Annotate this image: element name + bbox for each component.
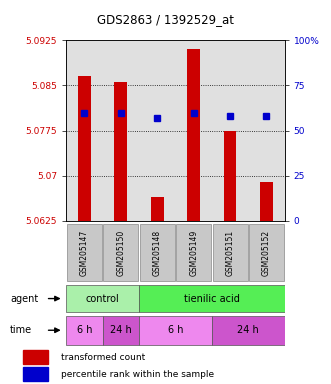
Bar — [213, 224, 248, 281]
Text: transformed count: transformed count — [61, 353, 145, 361]
Bar — [66, 285, 139, 312]
Bar — [212, 316, 285, 345]
Bar — [140, 224, 175, 281]
Bar — [67, 224, 102, 281]
Bar — [78, 76, 91, 221]
Text: percentile rank within the sample: percentile rank within the sample — [61, 370, 214, 379]
Text: GSM205149: GSM205149 — [189, 229, 198, 276]
Text: GDS2863 / 1392529_at: GDS2863 / 1392529_at — [97, 13, 234, 26]
Bar — [224, 131, 236, 221]
Bar — [103, 316, 139, 345]
Text: GSM205152: GSM205152 — [262, 229, 271, 276]
Bar — [23, 350, 48, 364]
Bar — [66, 316, 103, 345]
Text: time: time — [10, 325, 32, 335]
Bar — [187, 49, 200, 221]
Bar — [139, 285, 285, 312]
Text: control: control — [86, 293, 119, 304]
Text: agent: agent — [10, 294, 38, 304]
Text: 24 h: 24 h — [237, 325, 259, 335]
Text: GSM205150: GSM205150 — [116, 229, 125, 276]
Text: GSM205148: GSM205148 — [153, 229, 162, 276]
Text: 6 h: 6 h — [168, 325, 183, 335]
Bar — [260, 182, 273, 221]
Text: 6 h: 6 h — [77, 325, 92, 335]
Bar — [139, 316, 212, 345]
Text: tienilic acid: tienilic acid — [184, 293, 240, 304]
Bar — [23, 367, 48, 381]
Bar — [115, 83, 127, 221]
Bar — [103, 224, 138, 281]
Text: 24 h: 24 h — [110, 325, 132, 335]
Text: GSM205147: GSM205147 — [80, 229, 89, 276]
Bar — [176, 224, 211, 281]
Text: GSM205151: GSM205151 — [225, 229, 235, 276]
Bar — [249, 224, 284, 281]
Bar — [151, 197, 164, 221]
